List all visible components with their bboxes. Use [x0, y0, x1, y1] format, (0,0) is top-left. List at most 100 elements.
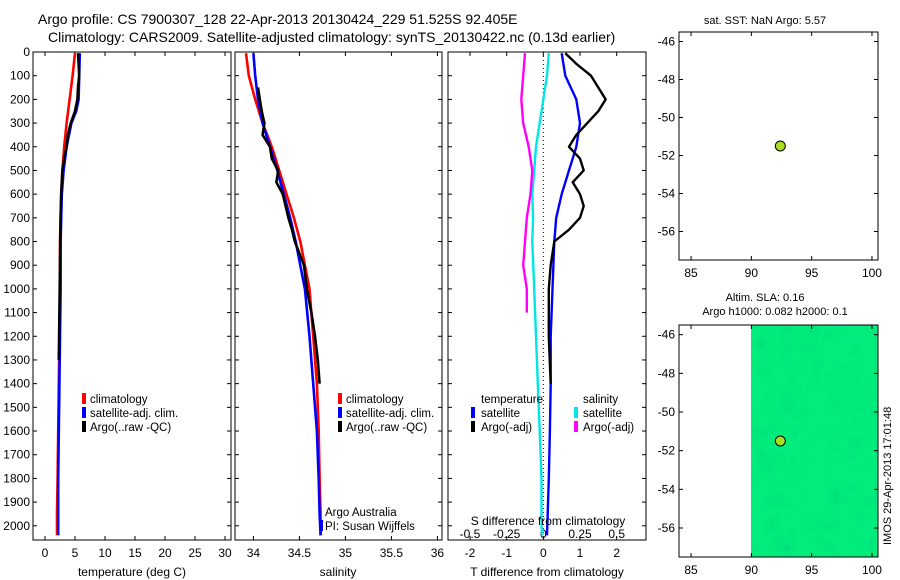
y-tick-label-48: -48: [658, 73, 676, 87]
legend-swatch-s-satellite: [574, 407, 578, 418]
salinity-x-ticks: 34 34.5 35 35.5 36: [247, 52, 444, 560]
legend-swatch-climatology: [338, 393, 342, 404]
salinity-xlabel: salinity: [320, 565, 357, 579]
s-tick-label-0-25: 0.25: [568, 527, 592, 541]
y-tick-label-56: -56: [658, 225, 676, 239]
x-tick-label-0: 0: [540, 546, 547, 560]
y-tick-label-46: -46: [658, 35, 676, 49]
x-tick-label-30: 30: [218, 546, 232, 560]
temperature-lines: [55, 53, 82, 536]
temperature-x-ticks: 0 5 10 15 20 25 30: [42, 52, 232, 560]
sst-axes-box: [678, 31, 879, 261]
salinity-lines: [244, 53, 322, 536]
legend-swatch-argo: [338, 421, 342, 432]
legend-climatology: climatology: [90, 394, 148, 406]
difference-axes-box: [447, 51, 647, 541]
note-argo-australia: Argo Australia: [325, 507, 397, 519]
sst-points: [774, 140, 786, 152]
x-tick-label-5: 5: [72, 546, 79, 560]
temperature-panel: 0100200300400500600700800900100011001200…: [3, 45, 232, 579]
legend-swatch-climatology: [82, 393, 86, 404]
x-tick-label-90: 90: [745, 266, 759, 280]
argo-position-marker: [774, 140, 786, 152]
salinity-axes-box: [234, 51, 443, 541]
s-difference-label: S difference from climatology: [471, 514, 626, 528]
x-tick-label-34-5: 34.5: [288, 546, 312, 560]
series-salinity-satellite: [531, 53, 550, 536]
y-tick-label-48: -48: [658, 366, 676, 380]
y-tick-label-52: -52: [658, 444, 676, 458]
legend-argo: Argo(..raw -QC): [346, 422, 427, 434]
difference-lines: [520, 52, 607, 540]
depth-ticks: 0 100 200 300 400 500 600 700 800 900 1000 1100 1200…: [3, 45, 231, 533]
x-tick-label-100: 100: [862, 266, 882, 280]
legend-s-satellite: satellite: [583, 408, 622, 420]
x-tick-label-2: -2: [465, 546, 476, 560]
y-tick-label-1300: 1300: [3, 353, 30, 367]
y-tick-label-50: -50: [658, 405, 676, 419]
sla-points: [774, 435, 786, 447]
sst-map-panel: sat. SST: NaN Argo: 5.57 85 90 95 100 -46 -48…: [658, 15, 883, 280]
y-tick-label-1700: 1700: [3, 448, 30, 462]
sla-title: Altim. SLA: 0.16: [726, 292, 805, 304]
header-line-2: Climatology: CARS2009. Satellite-adjuste…: [48, 29, 615, 45]
difference-y-ticks: [448, 51, 646, 527]
x-tick-label-100: 100: [862, 563, 882, 577]
x-tick-label-35: 35: [339, 546, 353, 560]
sst-ticks: 85 90 95 100 -46 -48 -50 -52 -54 -56: [658, 32, 882, 280]
legend-temperature-heading: temperature: [481, 394, 543, 406]
temperature-axes-box: [32, 51, 232, 541]
legend-t-argo: Argo(-adj): [481, 422, 532, 434]
x-tick-label-25: 25: [188, 546, 202, 560]
y-tick-label-200: 200: [10, 92, 30, 106]
x-tick-label-90: 90: [745, 563, 759, 577]
legend-swatch-t-satellite: [471, 407, 475, 418]
y-tick-label-100: 100: [10, 69, 30, 83]
s-tick-label-0-5: -0.5: [460, 527, 481, 541]
salinity-y-ticks: [235, 51, 442, 527]
x-tick-label-95: 95: [805, 266, 819, 280]
x-tick-label-15: 15: [128, 546, 142, 560]
legend-satellite: satellite-adj. clim.: [90, 408, 178, 420]
y-tick-label-52: -52: [658, 149, 676, 163]
header-line-1: Argo profile: CS 7900307_128 22-Apr-2013…: [38, 11, 518, 27]
timestamp: IMOS 29-Apr-2013 17:01:48: [882, 407, 894, 545]
s-tick-label-0-5: 0.5: [608, 527, 625, 541]
sla-axes-box: [678, 324, 879, 558]
legend-swatch-argo: [82, 421, 86, 432]
y-tick-label-1600: 1600: [3, 424, 30, 438]
x-tick-label-34: 34: [247, 546, 261, 560]
sla-ticks: 85 90 95 100 -46 -48 -50 -52 -54 -56: [658, 325, 882, 577]
y-tick-label-300: 300: [10, 116, 30, 130]
legend-swatch-satellite: [338, 407, 342, 418]
series-argo-raw-qc: [256, 87, 321, 384]
y-tick-label-0: 0: [23, 45, 30, 59]
legend-t-satellite: satellite: [481, 408, 520, 420]
x-tick-label-85: 85: [684, 563, 698, 577]
note-marker: [320, 520, 323, 531]
difference-panel: -2 -1 0 1 2 -0.5 -0.25 0 0.25 0.5 T difference fr…: [447, 51, 647, 579]
y-tick-label-2000: 2000: [3, 519, 30, 533]
x-tick-label-0: 0: [42, 546, 49, 560]
difference-legend: temperature satellite Argo(-adj) salinit…: [471, 394, 634, 434]
y-tick-label-46: -46: [658, 328, 676, 342]
x-tick-label-1: -1: [501, 546, 512, 560]
y-tick-label-800: 800: [10, 235, 30, 249]
series-temperature-argo-adj: [547, 52, 607, 384]
legend-climatology: climatology: [346, 394, 404, 406]
y-tick-label-54: -54: [658, 482, 676, 496]
series-climatology: [244, 53, 322, 536]
y-tick-label-500: 500: [10, 163, 30, 177]
y-tick-label-1900: 1900: [3, 495, 30, 509]
legend-satellite: satellite-adj. clim.: [346, 408, 434, 420]
y-tick-label-54: -54: [658, 187, 676, 201]
x-tick-label-35-5: 35.5: [380, 546, 404, 560]
x-tick-label-2: 2: [613, 546, 620, 560]
y-tick-label-1800: 1800: [3, 471, 30, 485]
series-salinity-argo-adj: [520, 53, 534, 313]
x-tick-label-10: 10: [98, 546, 112, 560]
temperature-xlabel: temperature (deg C): [78, 565, 186, 579]
s-tick-label-0-25: -0.25: [493, 527, 521, 541]
y-tick-label-600: 600: [10, 187, 30, 201]
